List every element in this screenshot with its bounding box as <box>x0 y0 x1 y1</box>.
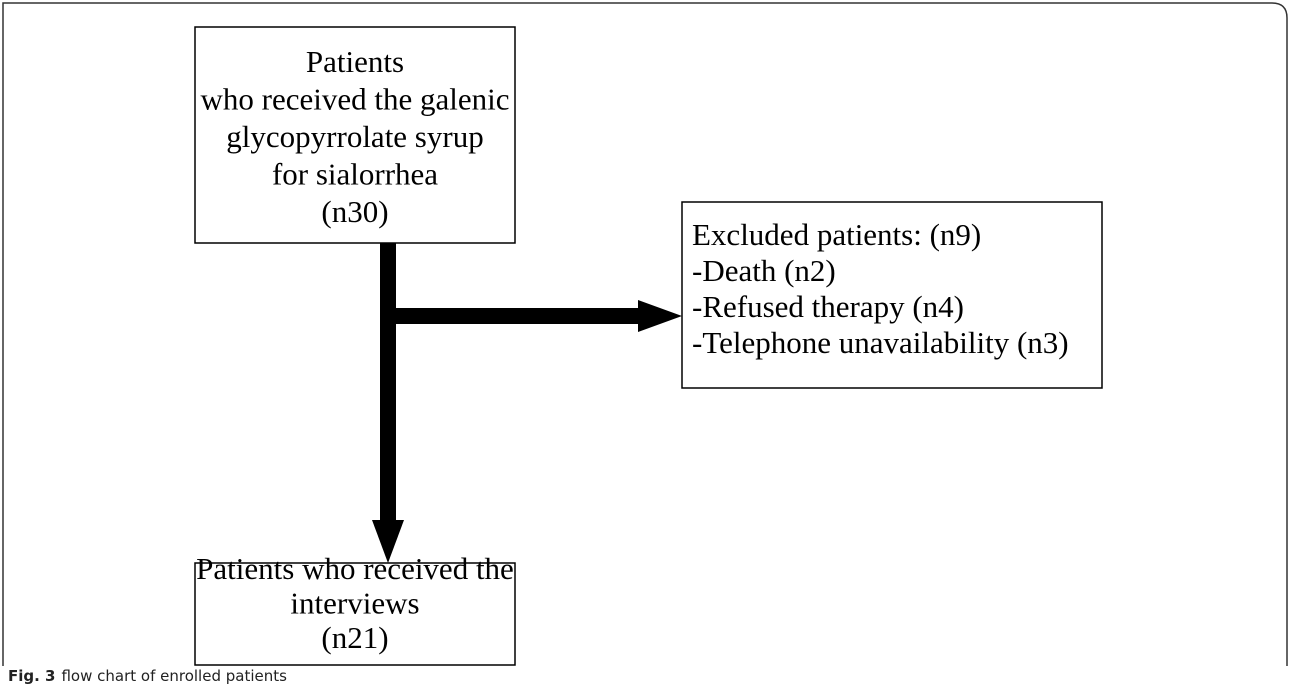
node-text: Excluded patients: (n9)-Death (n2)-Refus… <box>692 217 1069 360</box>
node-line: (n30) <box>321 194 388 229</box>
caption: Fig. 3 flow chart of enrolled patients <box>8 667 287 685</box>
caption-text: flow chart of enrolled patients <box>61 667 287 685</box>
node-line: -Death (n2) <box>692 253 836 288</box>
node-line: interviews <box>290 586 419 621</box>
arrow-head <box>372 520 404 563</box>
node-line: (n21) <box>321 620 388 655</box>
box <box>194 562 516 666</box>
arrow-shaft <box>388 308 642 324</box>
node-line: -Refused therapy (n4) <box>692 289 964 324</box>
node-line: who received the galenic <box>201 82 510 117</box>
node-line: Patients who received the <box>196 551 514 586</box>
box <box>194 26 516 244</box>
node-line: for sialorrhea <box>272 157 438 192</box>
caption-label: Fig. 3 <box>8 667 55 685</box>
node-line: Patients <box>306 44 404 79</box>
frame <box>2 2 1288 666</box>
node-line: Excluded patients: (n9) <box>692 217 981 252</box>
node-line: -Telephone unavailability (n3) <box>692 325 1069 360</box>
arrow-shaft <box>380 243 396 523</box>
box <box>681 201 1103 389</box>
node-line: glycopyrrolate syrup <box>226 119 483 154</box>
arrow-head <box>638 300 682 332</box>
